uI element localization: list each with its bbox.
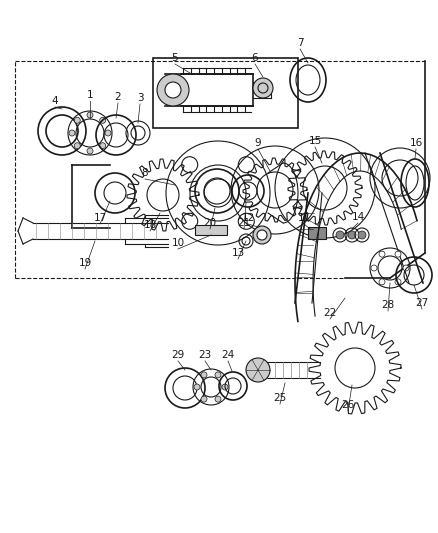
Circle shape — [74, 143, 80, 149]
Bar — [195, 225, 227, 235]
Text: 2: 2 — [115, 92, 121, 102]
Circle shape — [201, 372, 207, 378]
Circle shape — [105, 130, 111, 136]
Circle shape — [379, 279, 385, 285]
Text: 17: 17 — [93, 213, 106, 223]
Text: 23: 23 — [198, 350, 212, 360]
Circle shape — [194, 384, 200, 390]
Text: 25: 25 — [273, 393, 286, 403]
Circle shape — [222, 384, 228, 390]
Text: 12: 12 — [241, 213, 254, 223]
Text: 19: 19 — [78, 258, 92, 268]
Bar — [153, 58, 298, 128]
Text: 9: 9 — [254, 138, 261, 148]
Text: 20: 20 — [203, 218, 216, 228]
Text: 11: 11 — [297, 213, 311, 223]
Circle shape — [87, 112, 93, 118]
Circle shape — [253, 226, 271, 244]
Text: 13: 13 — [231, 248, 245, 258]
Circle shape — [182, 157, 198, 173]
Text: 22: 22 — [323, 308, 337, 318]
Circle shape — [238, 213, 254, 229]
Text: 4: 4 — [52, 96, 58, 106]
Circle shape — [246, 358, 270, 382]
Text: 14: 14 — [351, 212, 364, 222]
Circle shape — [379, 251, 385, 257]
Circle shape — [348, 231, 356, 239]
Text: 5: 5 — [172, 53, 178, 63]
Circle shape — [238, 157, 254, 173]
Circle shape — [157, 74, 189, 106]
Circle shape — [165, 82, 181, 98]
Circle shape — [69, 130, 75, 136]
Text: 16: 16 — [410, 138, 423, 148]
Text: 15: 15 — [308, 136, 321, 146]
Circle shape — [215, 396, 221, 402]
Circle shape — [215, 372, 221, 378]
Circle shape — [253, 78, 273, 98]
Circle shape — [395, 251, 401, 257]
Circle shape — [87, 148, 93, 154]
Circle shape — [371, 265, 377, 271]
Circle shape — [100, 117, 106, 123]
Circle shape — [403, 265, 409, 271]
Text: 1: 1 — [87, 90, 93, 100]
Text: 21: 21 — [237, 218, 251, 228]
Text: 8: 8 — [141, 168, 148, 178]
Text: 3: 3 — [137, 93, 143, 103]
Bar — [308, 227, 326, 239]
Circle shape — [100, 143, 106, 149]
Circle shape — [201, 396, 207, 402]
Circle shape — [395, 279, 401, 285]
Text: 10: 10 — [171, 238, 184, 248]
Circle shape — [336, 231, 344, 239]
Circle shape — [182, 213, 198, 229]
Circle shape — [257, 230, 267, 240]
Text: 24: 24 — [221, 350, 235, 360]
Circle shape — [358, 231, 366, 239]
Text: 6: 6 — [252, 53, 258, 63]
Text: 27: 27 — [415, 298, 429, 308]
Circle shape — [74, 117, 80, 123]
Text: 29: 29 — [171, 350, 185, 360]
Text: 7: 7 — [297, 38, 303, 48]
Text: 18: 18 — [143, 220, 157, 230]
Text: 26: 26 — [341, 400, 355, 410]
Text: 28: 28 — [381, 300, 395, 310]
